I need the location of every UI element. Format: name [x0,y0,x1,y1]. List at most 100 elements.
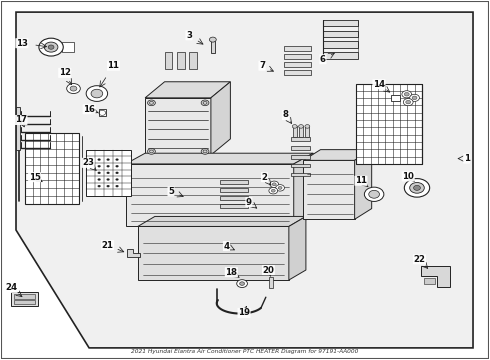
Polygon shape [138,216,306,226]
Bar [291,173,310,176]
Circle shape [116,165,119,167]
Bar [220,180,248,184]
Circle shape [70,86,77,91]
Bar [323,41,358,48]
Bar [211,41,215,53]
Polygon shape [421,266,450,287]
Circle shape [98,165,100,167]
Circle shape [369,190,379,198]
Bar [284,46,311,51]
Circle shape [39,38,63,56]
Bar [323,52,358,59]
Text: 6: 6 [320,55,326,64]
Circle shape [201,100,209,106]
Circle shape [269,188,278,194]
Circle shape [98,179,100,181]
Text: 5: 5 [168,187,174,196]
Polygon shape [126,249,140,257]
Circle shape [404,93,409,96]
Text: 17: 17 [15,116,27,125]
Circle shape [237,280,247,288]
Circle shape [410,94,419,102]
Circle shape [298,125,303,128]
Bar [220,203,248,208]
Circle shape [48,45,54,49]
Text: 15: 15 [28,173,41,182]
Circle shape [98,172,100,174]
Text: 3: 3 [186,31,192,40]
Bar [99,109,106,116]
Bar [391,95,400,102]
Polygon shape [355,150,372,219]
Circle shape [107,179,110,181]
Polygon shape [125,153,313,164]
Circle shape [98,158,100,161]
Circle shape [201,149,209,154]
Text: 13: 13 [16,39,28,48]
Text: 10: 10 [402,172,414,181]
Bar [291,146,310,150]
Text: 23: 23 [82,158,94,167]
Circle shape [272,183,276,186]
Polygon shape [211,82,230,155]
Text: 11: 11 [355,176,367,185]
Circle shape [406,100,411,104]
Polygon shape [16,12,473,348]
Circle shape [107,172,110,174]
Text: 1: 1 [464,154,470,163]
Circle shape [147,149,155,154]
Text: 11: 11 [107,61,120,70]
Bar [62,42,74,52]
Text: 14: 14 [373,80,385,89]
Bar [11,292,38,306]
Bar [424,278,435,284]
Bar [220,188,248,192]
Text: 22: 22 [414,255,425,264]
Bar [270,277,273,288]
Bar [14,300,35,304]
Polygon shape [294,153,313,226]
Bar [293,126,296,137]
Text: 2021 Hyundai Elantra Air Conditioner PTC HEATER Diagram for 97191-AA000: 2021 Hyundai Elantra Air Conditioner PTC… [131,349,359,354]
Text: 20: 20 [263,266,274,275]
Bar [291,164,310,167]
Circle shape [91,89,103,98]
Circle shape [365,187,384,202]
Bar [284,62,311,67]
Circle shape [86,86,108,102]
Circle shape [414,185,420,190]
Polygon shape [145,82,230,98]
Circle shape [402,91,412,98]
Text: 9: 9 [246,198,252,207]
Circle shape [305,125,310,128]
Text: 7: 7 [259,61,265,70]
Bar [165,52,172,69]
Bar [284,69,311,75]
Circle shape [116,158,119,161]
Circle shape [147,100,155,106]
Circle shape [271,189,275,192]
Circle shape [116,185,119,187]
Bar [284,54,311,59]
Text: 18: 18 [225,268,237,277]
Circle shape [292,125,297,128]
Circle shape [107,165,110,167]
Bar [16,107,20,150]
Circle shape [116,172,119,174]
Circle shape [107,185,110,187]
Polygon shape [125,164,294,226]
Bar [291,155,310,158]
Polygon shape [303,160,355,219]
Text: 8: 8 [282,111,289,120]
Text: 19: 19 [238,309,250,318]
Circle shape [276,185,285,191]
Circle shape [404,179,430,197]
Bar [189,52,197,69]
Circle shape [67,84,80,94]
Text: 24: 24 [5,283,17,292]
Circle shape [240,282,245,285]
Polygon shape [289,216,306,280]
Polygon shape [303,150,372,160]
Text: 2: 2 [262,173,268,182]
Bar [177,52,185,69]
